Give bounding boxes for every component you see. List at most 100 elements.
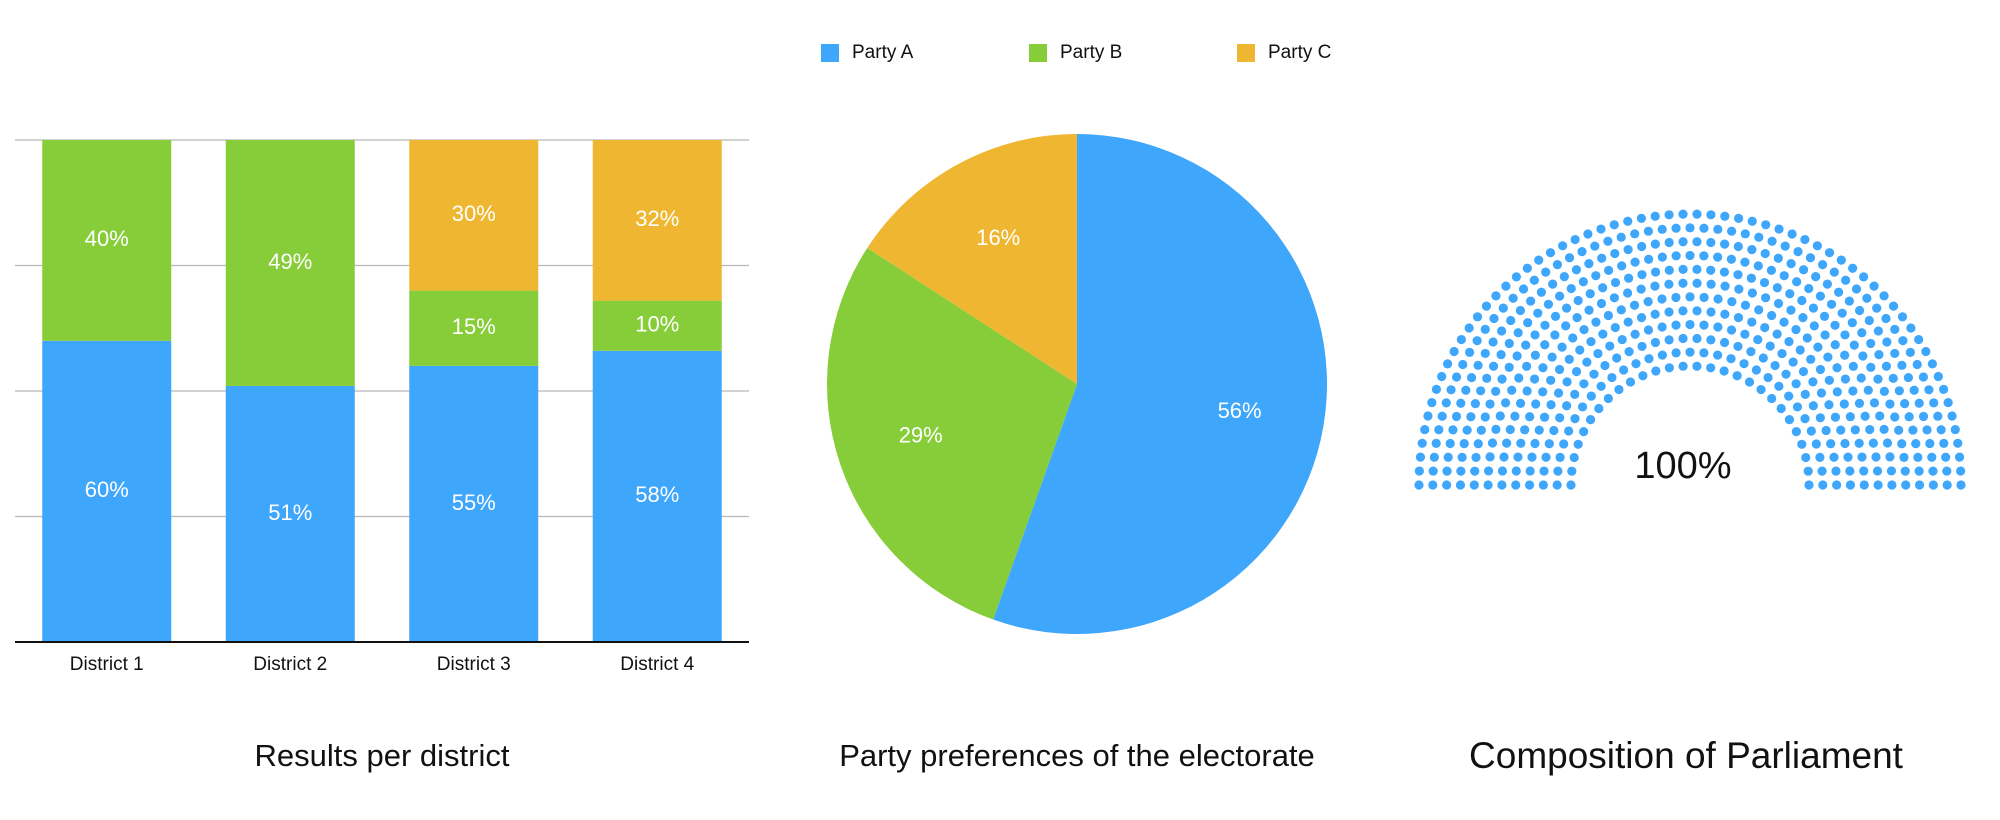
seat (1555, 452, 1565, 462)
seat (1476, 425, 1486, 435)
seat (1820, 330, 1830, 340)
seat (1515, 305, 1525, 316)
seat (1840, 374, 1851, 384)
seat (1584, 259, 1594, 269)
seat (1866, 338, 1876, 349)
seat (1591, 271, 1601, 281)
seat (1575, 345, 1585, 355)
seat (1808, 401, 1818, 411)
data-label: 15% (452, 314, 496, 339)
seat (1918, 372, 1929, 382)
seat (1516, 438, 1526, 448)
bar-segment (409, 365, 539, 642)
seat (1881, 361, 1892, 371)
seat (1573, 295, 1583, 306)
seat (1897, 312, 1908, 322)
seat (1623, 216, 1633, 226)
seat (1956, 480, 1966, 490)
seat (1616, 232, 1626, 242)
seat (1706, 307, 1716, 317)
seat (1756, 384, 1766, 395)
seat (1863, 385, 1873, 395)
seat (1699, 223, 1709, 233)
seat (1938, 384, 1949, 395)
data-label: 60% (85, 477, 129, 502)
seat (1713, 294, 1723, 304)
seat (1497, 466, 1508, 476)
seat (1727, 226, 1737, 236)
seat (1624, 273, 1634, 283)
seat (1882, 438, 1893, 448)
seat (1500, 398, 1511, 408)
seat (1815, 291, 1825, 301)
seat (1706, 210, 1716, 220)
seat (1776, 403, 1786, 414)
seat (1845, 480, 1856, 490)
seat (1603, 310, 1613, 321)
seat (1869, 281, 1879, 291)
seat (1862, 293, 1872, 303)
bar-segment (225, 140, 355, 386)
seat (1512, 351, 1522, 361)
seat (1607, 372, 1617, 383)
seat (1497, 374, 1507, 384)
seat (1451, 372, 1462, 382)
seat (1568, 333, 1578, 343)
pie-slice (827, 247, 1077, 620)
seat (1733, 341, 1743, 352)
seat (1571, 366, 1582, 377)
seat (1903, 373, 1913, 383)
seat (1464, 323, 1474, 333)
seat (1804, 283, 1814, 294)
data-label: 32% (635, 206, 679, 231)
seat (1548, 279, 1558, 289)
seat (1530, 350, 1540, 360)
seat (1650, 309, 1660, 319)
seat (1415, 452, 1426, 462)
seat (1570, 413, 1580, 424)
seat (1830, 412, 1841, 422)
seat (1885, 399, 1895, 409)
seat (1839, 399, 1849, 409)
seat (1515, 398, 1526, 408)
seat (1765, 341, 1775, 351)
seat (1657, 322, 1667, 332)
seat (1824, 248, 1835, 258)
seat (1538, 387, 1548, 397)
seat (1699, 348, 1709, 358)
seat (1414, 480, 1424, 490)
seat (1678, 306, 1688, 316)
seat (1650, 239, 1660, 249)
seat (1906, 323, 1916, 333)
seat (1543, 299, 1554, 309)
seat (1706, 363, 1716, 373)
seat (1851, 284, 1862, 294)
seat (1671, 251, 1681, 261)
seat (1817, 260, 1828, 270)
seat (1900, 466, 1910, 476)
seat (1740, 229, 1750, 239)
seat (1540, 320, 1550, 330)
seat (1549, 425, 1559, 436)
seat (1818, 480, 1828, 490)
bar-segment (592, 300, 722, 351)
seat (1536, 287, 1546, 297)
seat (1815, 413, 1825, 423)
chart-title: Composition of Parliament (1469, 735, 1904, 776)
seat (1589, 369, 1599, 379)
seat (1504, 362, 1514, 372)
seat (1437, 411, 1447, 421)
seat (1579, 379, 1589, 389)
seat (1792, 402, 1803, 412)
seat (1761, 220, 1771, 230)
seat (1428, 466, 1438, 476)
seat (1449, 346, 1459, 357)
seat (1914, 398, 1924, 408)
seat (1570, 234, 1580, 245)
seat (1623, 245, 1633, 255)
seat (1557, 342, 1567, 352)
seat (1692, 237, 1702, 247)
seat (1832, 387, 1842, 397)
seat (1546, 400, 1556, 410)
seat (1845, 412, 1855, 422)
